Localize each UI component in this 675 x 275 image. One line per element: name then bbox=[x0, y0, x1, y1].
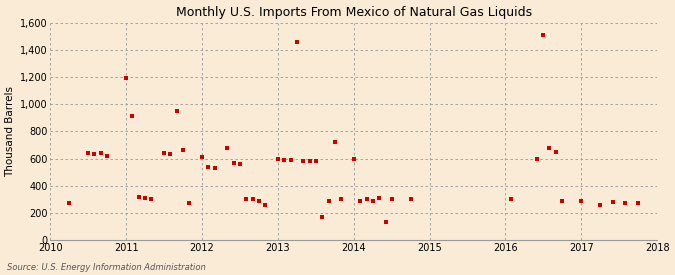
Point bbox=[102, 154, 113, 158]
Point bbox=[96, 151, 107, 155]
Point bbox=[196, 155, 207, 160]
Point bbox=[248, 197, 259, 202]
Title: Monthly U.S. Imports From Mexico of Natural Gas Liquids: Monthly U.S. Imports From Mexico of Natu… bbox=[176, 6, 532, 18]
Point bbox=[240, 197, 251, 202]
Point bbox=[317, 215, 327, 219]
Point bbox=[279, 158, 290, 162]
Point bbox=[367, 199, 378, 203]
Point bbox=[134, 194, 144, 199]
Point bbox=[209, 166, 220, 170]
Point bbox=[335, 197, 346, 202]
Point bbox=[576, 199, 587, 203]
Point bbox=[64, 201, 75, 206]
Point bbox=[127, 114, 138, 119]
Point bbox=[178, 148, 188, 153]
Point bbox=[121, 76, 132, 81]
Text: Source: U.S. Energy Information Administration: Source: U.S. Energy Information Administ… bbox=[7, 263, 205, 272]
Point bbox=[286, 158, 296, 162]
Y-axis label: Thousand Barrels: Thousand Barrels bbox=[5, 86, 16, 177]
Point bbox=[538, 32, 549, 37]
Point bbox=[329, 140, 340, 144]
Point bbox=[273, 156, 284, 161]
Point bbox=[544, 145, 555, 150]
Point bbox=[292, 39, 302, 44]
Point bbox=[323, 199, 334, 203]
Point bbox=[228, 160, 239, 165]
Point bbox=[298, 159, 308, 163]
Point bbox=[184, 201, 194, 206]
Point bbox=[532, 156, 543, 161]
Point bbox=[159, 151, 169, 155]
Point bbox=[405, 197, 416, 202]
Point bbox=[386, 197, 397, 202]
Point bbox=[354, 199, 365, 203]
Point bbox=[380, 220, 391, 225]
Point bbox=[632, 200, 643, 205]
Point bbox=[310, 159, 321, 163]
Point bbox=[234, 162, 245, 166]
Point bbox=[373, 196, 384, 200]
Point bbox=[202, 164, 213, 169]
Point bbox=[348, 156, 359, 161]
Point bbox=[620, 201, 630, 206]
Point bbox=[221, 145, 232, 150]
Point bbox=[146, 197, 157, 202]
Point bbox=[551, 150, 562, 154]
Point bbox=[361, 197, 372, 202]
Point bbox=[304, 159, 315, 163]
Point bbox=[259, 203, 270, 207]
Point bbox=[171, 109, 182, 113]
Point bbox=[608, 200, 618, 204]
Point bbox=[140, 196, 151, 200]
Point bbox=[595, 203, 605, 207]
Point bbox=[254, 199, 265, 203]
Point bbox=[557, 199, 568, 203]
Point bbox=[506, 197, 517, 202]
Point bbox=[83, 151, 94, 155]
Point bbox=[89, 152, 100, 157]
Point bbox=[165, 152, 176, 157]
